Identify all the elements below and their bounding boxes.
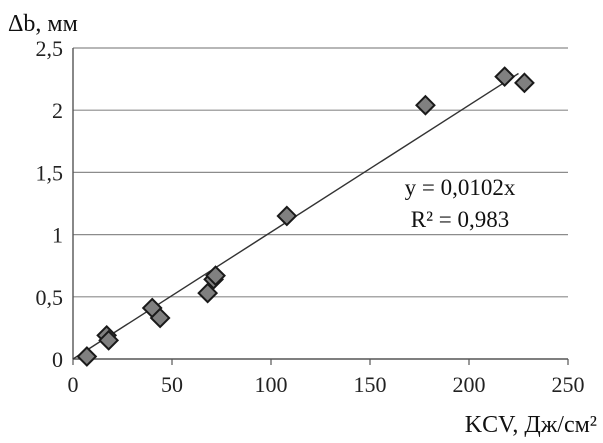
data-point-marker	[76, 346, 98, 367]
trendline-equation: y = 0,0102x	[405, 175, 516, 200]
y-tick-labels: 0 0,5 1 1,5 2 2,5	[36, 36, 64, 372]
data-point-marker	[514, 72, 535, 94]
data-point-marker	[276, 205, 298, 227]
trendline-r-squared: R² = 0,983	[411, 207, 509, 232]
y-tick-label: 2,5	[36, 36, 64, 61]
data-point-marker	[197, 282, 219, 304]
y-tick-label: 1	[52, 223, 63, 248]
data-point-marker	[98, 329, 120, 351]
data-point-marker	[415, 94, 436, 116]
y-tick-label: 1,5	[36, 160, 64, 185]
data-point-marker	[494, 66, 516, 88]
x-tick-label: 150	[354, 372, 387, 397]
y-tick-label: 2	[52, 98, 63, 123]
data-points	[76, 66, 535, 367]
x-tick-label: 200	[453, 372, 486, 397]
gridlines	[73, 47, 568, 298]
x-tick-labels: 0 50 100 150 200 250	[68, 372, 585, 397]
data-point-marker	[149, 307, 171, 329]
x-tick-label: 50	[161, 372, 183, 397]
data-point-marker	[205, 265, 226, 287]
y-axis-title: Δb, мм	[8, 11, 78, 37]
x-axis-title: KCV, Дж/см²	[465, 412, 597, 438]
x-tick-label: 0	[68, 372, 79, 397]
x-tick-label: 250	[552, 372, 585, 397]
x-tick-label: 100	[255, 372, 288, 397]
y-tick-label: 0	[52, 347, 63, 372]
y-tick-label: 0,5	[36, 285, 64, 310]
axes	[72, 48, 569, 365]
